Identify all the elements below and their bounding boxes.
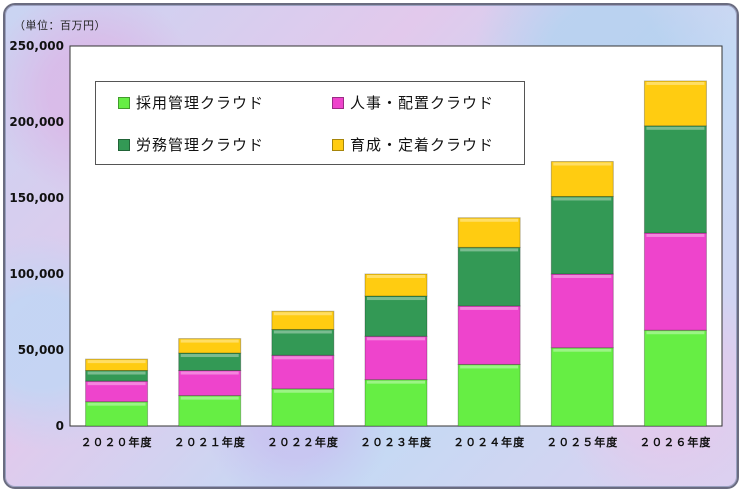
x-axis-labels: ２０２０年度 ２０２１年度 ２０２２年度 ２０２３年度 ２０２４年度 ２０２５年度 ２０２６… xyxy=(81,435,711,449)
bar-highlight-1-5 xyxy=(553,275,612,278)
bar-segment-2-2 xyxy=(271,328,335,356)
bar-segment-0-4 xyxy=(457,363,521,427)
bar-segment-1-2 xyxy=(271,354,335,390)
legend: 採用管理クラウド 人事・配置クラウド 労務管理クラウド 育成・定着クラウド xyxy=(95,81,525,165)
bar-highlight-2-2 xyxy=(273,330,332,334)
y-tick-label: 150,000 xyxy=(9,191,64,205)
bar-highlight-0-5 xyxy=(553,348,612,352)
x-tick-label: ２０２５年度 xyxy=(546,435,618,449)
bar-highlight-2-6 xyxy=(646,126,705,130)
legend-item-3: 育成・定着クラウド xyxy=(332,134,494,155)
legend-swatch xyxy=(332,96,344,109)
bar-highlight-3-4 xyxy=(460,218,519,222)
y-tick-label: 50,000 xyxy=(18,343,64,357)
bar-highlight-2-0 xyxy=(87,371,146,375)
bar-highlight-1-6 xyxy=(646,233,705,237)
bar-segment-3-2 xyxy=(271,310,335,330)
bar-highlight-3-5 xyxy=(553,162,612,166)
legend-label: 育成・定着クラウド xyxy=(350,136,495,154)
bar-segment-1-3 xyxy=(364,335,428,381)
bar-highlight-0-2 xyxy=(273,389,332,393)
bar-segment-1-4 xyxy=(457,305,521,365)
y-tick-label: 250,000 xyxy=(9,39,64,53)
bar-highlight-0-3 xyxy=(367,380,425,384)
bar-highlight-0-1 xyxy=(180,396,239,400)
bar-segment-1-5 xyxy=(550,273,614,349)
legend-swatch xyxy=(332,138,344,151)
bar-highlight-1-1 xyxy=(180,371,239,375)
bar-highlight-0-4 xyxy=(460,365,519,369)
bar-highlight-3-3 xyxy=(367,275,425,278)
legend-swatch xyxy=(118,138,130,151)
y-tick-label: 200,000 xyxy=(9,115,64,129)
bar-highlight-2-5 xyxy=(553,197,612,201)
bar-highlight-1-3 xyxy=(367,337,425,341)
bar-segment-3-0 xyxy=(85,358,149,372)
bar-segment-0-2 xyxy=(271,388,335,427)
legend-item-1: 人事・配置クラウド xyxy=(332,92,494,113)
bar-segment-0-6 xyxy=(643,329,707,427)
bar-segment-3-5 xyxy=(550,161,614,197)
legend-label: 労務管理クラウド xyxy=(136,136,265,154)
unit-label: （単位：百万円） xyxy=(14,19,106,32)
x-tick-label: ２０２３年度 xyxy=(360,435,432,449)
bar-highlight-1-0 xyxy=(87,382,146,386)
bar-segment-0-5 xyxy=(550,347,614,427)
bar-segment-3-4 xyxy=(457,217,521,248)
bar-highlight-3-2 xyxy=(273,312,332,316)
bar-highlight-2-3 xyxy=(367,297,425,301)
bar-segment-0-0 xyxy=(85,401,149,427)
bar-segment-3-1 xyxy=(178,338,242,354)
bar-segment-3-6 xyxy=(643,80,707,127)
bar-segment-3-3 xyxy=(364,273,428,297)
bar-segment-2-6 xyxy=(643,125,707,234)
bar-highlight-0-0 xyxy=(87,402,146,406)
x-tick-label: ２０２０年度 xyxy=(81,435,153,449)
y-tick-label: 100,000 xyxy=(9,267,64,281)
legend-item-0: 採用管理クラウド xyxy=(118,92,264,113)
bar-segment-2-3 xyxy=(364,295,428,337)
bar-segment-0-1 xyxy=(178,395,242,427)
bar-highlight-3-6 xyxy=(646,81,705,85)
x-tick-label: ２０２４年度 xyxy=(453,435,525,449)
x-tick-label: ２０２６年度 xyxy=(639,435,711,449)
y-axis-ticks: 0 50,000 100,000 150,000 200,000 250,000 xyxy=(9,39,64,433)
bar-segment-0-3 xyxy=(364,379,428,427)
bar-highlight-0-6 xyxy=(646,331,705,335)
bar-segment-2-5 xyxy=(550,195,614,275)
legend-label: 人事・配置クラウド xyxy=(350,94,495,112)
bars-group xyxy=(85,80,707,427)
legend-label: 採用管理クラウド xyxy=(136,94,265,112)
x-tick-label: ２０２１年度 xyxy=(174,435,246,449)
bar-highlight-3-0 xyxy=(87,360,146,364)
bar-highlight-1-4 xyxy=(460,306,519,310)
bar-segment-1-1 xyxy=(178,370,242,397)
x-tick-label: ２０２２年度 xyxy=(267,435,339,449)
bar-highlight-1-2 xyxy=(273,356,332,360)
bar-segment-2-4 xyxy=(457,246,521,307)
legend-item-2: 労務管理クラウド xyxy=(118,134,264,155)
bar-segment-1-6 xyxy=(643,232,707,331)
bar-highlight-3-1 xyxy=(180,339,239,343)
legend-swatch xyxy=(118,96,130,109)
y-tick-label: 0 xyxy=(56,419,64,433)
bar-highlight-2-1 xyxy=(180,354,239,358)
bar-highlight-2-4 xyxy=(460,248,519,252)
